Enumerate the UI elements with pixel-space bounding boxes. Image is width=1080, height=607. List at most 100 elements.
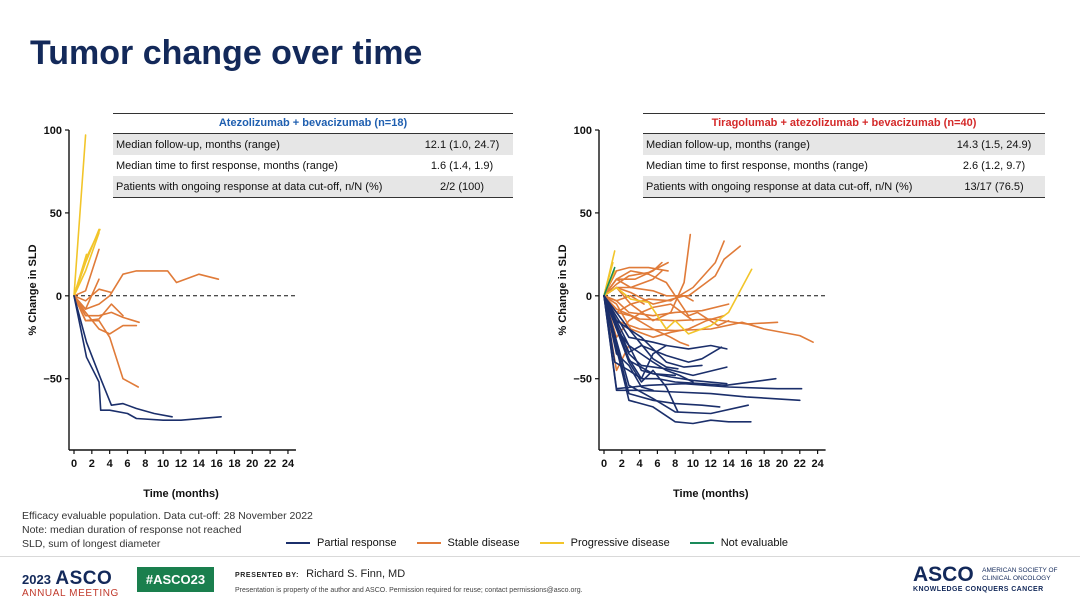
series-line-stable-disease [73,278,100,310]
y-axis-label: % Change in SLD [27,244,39,335]
legend-swatch [689,542,714,544]
table-row: Patients with ongoing response at data c… [643,176,1045,198]
series-line-partial-response [73,294,222,422]
asco-wordmark: ASCO [55,568,113,589]
presented-by-label: PRESENTED BY: [235,572,300,579]
legend-item: Not evaluable [689,537,788,549]
series-line-partial-response [603,294,723,363]
legend-swatch [539,542,564,544]
series-line-partial-response [603,294,777,387]
series-line-progressive-disease [73,134,87,297]
x-axis-label: Time (months) [143,488,219,500]
presenter-credit: PRESENTED BY: Richard S. Finn, MD [235,568,405,580]
hashtag-badge: #ASCO23 [137,567,214,592]
x-tick-label: 20 [246,458,258,470]
row-label: Patients with ongoing response at data c… [116,180,383,193]
series-line-progressive-disease [73,232,100,297]
right-table-title: Tiragolumab + atezolizumab + bevacizumab… [643,113,1045,134]
footnote: SLD, sum of longest diameter [22,538,161,550]
x-tick-label: 6 [124,458,130,470]
row-label: Median time to first response, months (r… [116,159,338,172]
x-tick-label: 22 [794,458,806,470]
series-line-partial-response [73,294,173,418]
series-line-stable-disease [73,270,220,310]
x-tick-label: 16 [211,458,223,470]
legend-label: Partial response [317,537,397,549]
series-line-partial-response [603,294,677,377]
x-tick-label: 24 [282,458,295,470]
y-tick-label: 50 [580,208,592,220]
x-tick-label: 12 [175,458,187,470]
x-tick-label: 0 [601,458,607,470]
series-line-partial-response [603,294,703,368]
x-tick-label: 18 [758,458,770,470]
x-tick-label: 10 [687,458,699,470]
x-tick-label: 14 [722,458,735,470]
x-tick-label: 18 [228,458,240,470]
x-tick-label: 6 [654,458,660,470]
series-line-partial-response [603,294,654,392]
x-tick-label: 16 [740,458,752,470]
annual-meeting-logo: 2023 ASCO ANNUAL MEETING [22,568,119,599]
series-line-partial-response [603,294,752,425]
series-line-stable-disease [73,294,140,324]
legend: Partial response Stable disease Progress… [286,537,808,549]
row-value: 1.6 (1.4, 1.9) [430,159,494,172]
legend-item: Stable disease [416,537,520,549]
x-tick-label: 2 [619,458,625,470]
legend-label: Stable disease [447,537,520,549]
series-line-stable-disease [73,294,138,335]
annual-meeting-label: ANNUAL MEETING [22,588,119,599]
y-tick-label: 100 [574,125,592,137]
x-tick-label: 20 [776,458,788,470]
row-value: 2/2 (100) [439,180,485,193]
row-label: Median follow-up, months (range) [116,138,280,151]
table-row: Patients with ongoing response at data c… [113,176,513,198]
legend-item: Progressive disease [539,537,670,549]
x-axis-label: Time (months) [673,488,749,500]
x-tick-label: 10 [157,458,169,470]
society-name: AMERICAN SOCIETY OF CLINICAL ONCOLOGY [982,567,1057,583]
legend-swatch [416,542,441,544]
row-value: 2.6 (1.2, 9.7) [962,159,1026,172]
series-line-stable-disease [603,261,663,297]
page-title: Tumor change over time [30,34,423,72]
meeting-year: 2023 [22,572,51,587]
disclaimer: Presentation is property of the author a… [235,587,583,594]
x-tick-label: 4 [107,458,114,470]
row-label: Median time to first response, months (r… [646,159,868,172]
row-label: Patients with ongoing response at data c… [646,180,913,193]
x-tick-label: 2 [89,458,95,470]
x-tick-label: 8 [672,458,678,470]
row-value: 13/17 (76.5) [964,180,1024,193]
y-axis-label: % Change in SLD [557,244,569,335]
table-row: Median follow-up, months (range) 14.3 (1… [643,134,1045,155]
series-line-stable-disease [603,233,692,322]
society-line: AMERICAN SOCIETY OF [982,567,1058,574]
society-line: CLINICAL ONCOLOGY [982,575,1051,582]
series-line-not-evaluable [603,266,616,297]
series-line-stable-disease [603,240,725,314]
x-tick-label: 24 [811,458,824,470]
table-row: Median time to first response, months (r… [643,155,1045,176]
x-tick-label: 14 [193,458,206,470]
x-tick-label: 12 [705,458,717,470]
series-line-stable-disease [73,294,124,322]
series-line-partial-response [603,294,803,390]
legend-label: Progressive disease [570,537,670,549]
series-line-partial-response [603,294,668,380]
series-line-stable-disease [73,248,100,297]
y-tick-label: 100 [44,125,62,137]
asco-society-logo: ASCO AMERICAN SOCIETY OF CLINICAL ONCOLO… [913,563,1058,593]
y-tick-label: −50 [573,374,592,386]
y-tick-label: 0 [56,291,62,303]
table-row: Median follow-up, months (range) 12.1 (1… [113,134,513,155]
y-tick-label: 50 [50,208,62,220]
series-line-stable-disease [603,294,725,339]
table-row: Median time to first response, months (r… [113,155,513,176]
row-value: 12.1 (1.0, 24.7) [424,138,500,151]
x-tick-label: 8 [142,458,148,470]
right-stats-table: Tiragolumab + atezolizumab + bevacizumab… [643,113,1045,198]
x-tick-label: 22 [264,458,276,470]
